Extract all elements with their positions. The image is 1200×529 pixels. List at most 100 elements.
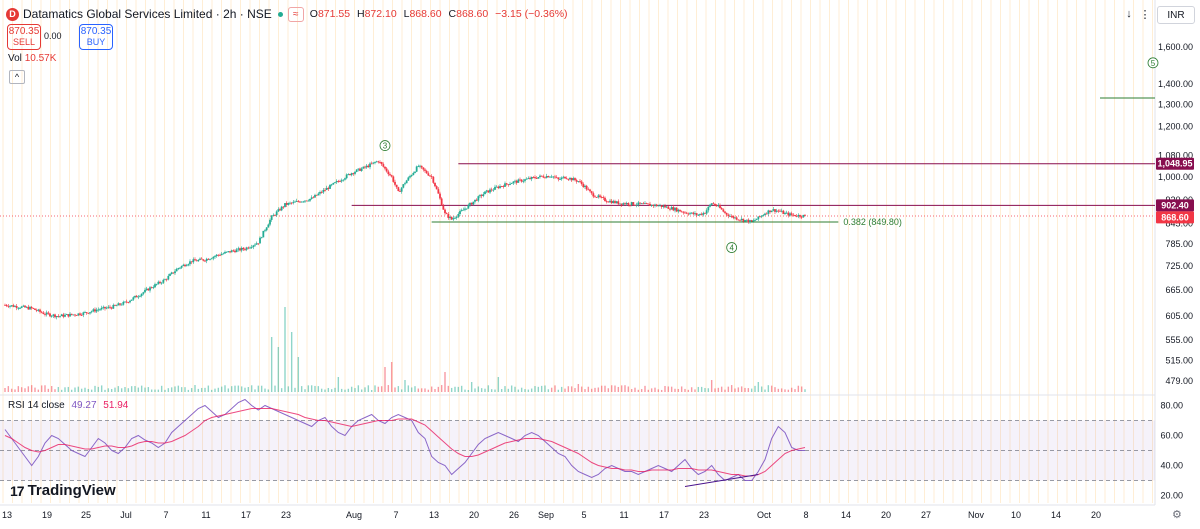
buy-button[interactable]: 870.35 BUY [79,24,113,50]
candle-body [570,177,573,181]
volume-bar [457,386,460,392]
candle-body [552,176,555,178]
volume-bar [74,387,76,392]
candle-body [700,213,703,215]
time-tick-label: 23 [699,510,709,520]
candle-body [329,184,331,189]
candle-body [727,214,730,217]
volume-bar [144,387,146,392]
volume-bar [680,386,683,392]
candle-body [447,214,450,218]
low-label: L [403,8,410,20]
volume-bar [630,389,633,392]
candle-body [619,203,621,205]
candle-body [774,209,776,212]
volume-bar [400,389,403,392]
candle-body [207,258,210,260]
wave-icon[interactable]: ≈ [287,6,304,22]
candle-body [217,254,220,256]
candle-body [754,220,756,221]
candle-body [632,202,635,205]
candle-body [605,201,608,202]
volume-bar [57,386,60,392]
volume-bar [250,385,253,392]
volume-bar [90,389,93,392]
candle-body [599,195,601,197]
price-tick-label: 515.00 [1165,356,1193,366]
arrow-down-icon[interactable]: ↓ [1126,8,1132,20]
volume-bar [164,389,166,392]
volume-bar [80,388,83,392]
candle-body [255,243,258,245]
volume-bar [107,388,110,392]
candle-body [467,204,470,209]
candle-body [702,212,705,215]
rsi-legend[interactable]: RSI 14 close 49.27 51.94 [8,400,128,411]
volume-bar [260,385,263,392]
candle-body [485,190,488,192]
candle-body [687,213,690,215]
candle-body [135,295,138,298]
collapse-legend-icon[interactable]: ^ [9,70,25,84]
candle-body [129,300,131,303]
candle-body [602,197,605,198]
candle-body [747,219,750,223]
volume-bar [610,385,613,392]
volume-bar [417,388,420,392]
price-tick-label: 479.00 [1165,376,1193,386]
more-menu-icon[interactable]: ⋮ [1139,8,1151,21]
candle-body [715,205,718,207]
symbol-title[interactable]: Datamatics Global Services Limited · 2h … [23,7,272,21]
gear-icon[interactable]: ⚙ [1172,509,1182,521]
candle-body [159,281,161,283]
volume-legend[interactable]: Vol 10.57K [8,53,56,64]
price-level-tag-label: 902.40 [1161,200,1189,210]
time-axis[interactable]: 13 19 25 Jul 7 11 17 23 Aug 7 13 20 26 Sep 5 11 17 23 Oct 8… [2,510,1101,520]
candle-body [595,197,598,198]
volume-bar [137,387,140,392]
volume-bar [637,389,640,392]
volume-bar [84,387,86,392]
volume-bar [420,388,423,392]
candle-body [100,307,103,310]
volume-bar [157,389,160,392]
volume-bar [537,386,540,392]
candle-body [182,264,185,266]
candle-body [184,264,186,267]
candle-body [55,316,58,318]
candle-body [269,219,271,225]
volume-bar [687,389,690,392]
price-level-tag [1156,157,1194,170]
sell-button[interactable]: 870.35 SELL [7,24,41,50]
volume-bar [660,389,663,392]
price-tick-label: 605.00 [1165,311,1193,321]
candle-body [650,204,653,206]
candle-body [39,309,41,312]
candle-body [714,203,716,206]
volume-bar [24,388,26,392]
candle-body [494,186,496,190]
volume-bar [480,388,483,392]
candle-body [710,203,713,205]
candle-body [489,189,491,193]
price-level-tag-label: 868.60 [1161,212,1189,222]
currency-selector[interactable]: INR [1157,6,1195,24]
candle-body [515,180,518,183]
candle-body [660,205,663,207]
candle-body [439,193,441,199]
candle-body [267,224,270,228]
volume-bar [657,389,660,392]
candle-body [719,205,721,208]
candle-body [597,195,600,198]
candle-body [309,198,311,201]
price-tick-label: 1,000.00 [1158,172,1193,182]
volume-bar [574,388,576,392]
volume-bar [697,386,700,392]
pane-separator [0,0,1156,506]
candle-body [285,203,288,205]
candle-body [549,176,551,178]
volume-bar [374,385,376,392]
candle-body [79,313,81,315]
candle-body [734,217,736,219]
